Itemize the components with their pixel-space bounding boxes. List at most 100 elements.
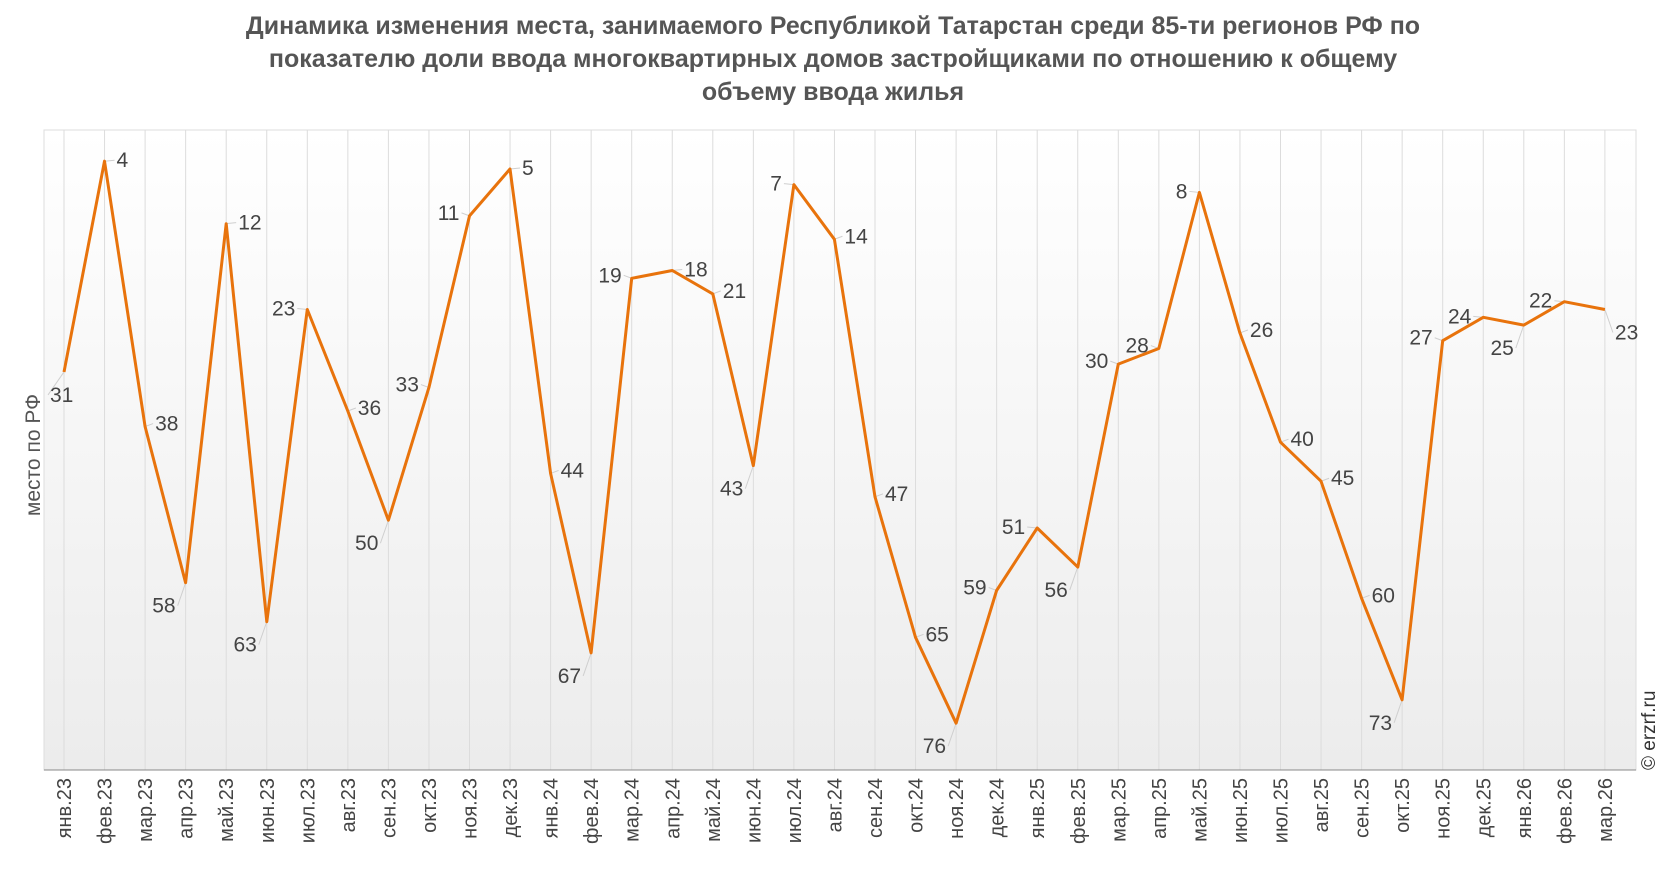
series-line <box>62 159 1606 725</box>
x-tick-label: фев.25 <box>1068 778 1090 844</box>
data-label: 21 <box>723 280 746 303</box>
x-tick-label: апр.25 <box>1149 778 1171 839</box>
label-leader <box>1515 324 1525 349</box>
title-line-2: показателю доли ввода многоквартирных до… <box>268 45 1398 73</box>
data-label: 56 <box>1044 579 1067 602</box>
x-tick-label: ноя.25 <box>1433 778 1455 839</box>
data-label: 7 <box>770 173 782 196</box>
data-label: 59 <box>963 577 986 600</box>
x-tick-label: май.25 <box>1189 778 1211 842</box>
x-tick-label: ноя.24 <box>946 778 968 839</box>
x-tick-labels: янв.23 фев.23 мар.23 апр.23 май.23 июн.23 июл.… <box>54 778 1617 844</box>
label-leader <box>258 621 268 645</box>
data-label: 40 <box>1291 428 1314 451</box>
data-label: 23 <box>272 298 295 321</box>
x-tick-label: авг.25 <box>1311 778 1333 832</box>
x-tick-label: май.24 <box>703 778 725 842</box>
x-tick-label: июл.25 <box>1271 778 1293 843</box>
label-leader <box>582 652 592 677</box>
data-label: 73 <box>1369 712 1392 735</box>
x-tick-label: июн.23 <box>257 778 279 843</box>
data-label: 65 <box>926 623 949 646</box>
data-label: 50 <box>355 532 378 555</box>
data-label: 38 <box>155 413 178 436</box>
x-tick-label: окт.23 <box>419 778 441 833</box>
data-label: 23 <box>1615 322 1638 345</box>
x-tick-label: мар.26 <box>1595 778 1617 842</box>
data-label: 8 <box>1176 180 1188 203</box>
label-leader <box>297 308 308 311</box>
data-label: 19 <box>598 264 621 287</box>
x-tick-label: май.23 <box>216 778 238 842</box>
data-label: 31 <box>50 384 73 407</box>
x-tick-label: мар.24 <box>622 778 644 842</box>
data-label: 51 <box>1002 516 1025 539</box>
x-tick-label: авг.24 <box>824 778 846 832</box>
x-tick-label: авг.23 <box>338 778 360 832</box>
data-label: 18 <box>684 259 707 282</box>
data-label: 12 <box>238 212 261 235</box>
x-tick-label: окт.25 <box>1392 778 1414 833</box>
label-leader <box>1189 190 1200 193</box>
copyright-text: © erzrf.ru <box>1639 691 1660 770</box>
x-tick-label: июл.24 <box>784 778 806 843</box>
data-label: 27 <box>1409 327 1432 350</box>
data-label: 76 <box>923 735 946 758</box>
label-leader <box>744 465 754 489</box>
data-label: 4 <box>117 149 129 172</box>
label-leader <box>379 520 389 544</box>
x-tick-label: сен.23 <box>378 778 400 838</box>
data-label: 14 <box>844 225 868 248</box>
x-tick-label: мар.25 <box>1108 778 1130 842</box>
label-leader <box>1393 699 1403 723</box>
label-leader <box>510 167 521 170</box>
label-leader <box>104 159 115 162</box>
title-line-3: объему ввода жилья <box>701 78 965 106</box>
x-tick-label: сен.24 <box>865 778 887 838</box>
data-label: 11 <box>438 202 460 225</box>
x-tick-label: ноя.23 <box>460 778 482 839</box>
data-label: 67 <box>558 665 581 688</box>
grid-lines <box>63 130 1606 770</box>
x-tick-label: июн.24 <box>743 778 765 843</box>
data-label: 24 <box>1448 305 1472 328</box>
data-label: 60 <box>1372 584 1395 607</box>
data-label: 58 <box>152 595 175 618</box>
x-tick-label: дек.24 <box>987 778 1009 837</box>
label-leader <box>1069 566 1079 591</box>
x-tick-label: окт.24 <box>906 778 928 833</box>
plot-background <box>43 129 1637 771</box>
x-tick-label: фев.24 <box>581 778 603 844</box>
data-label: 45 <box>1331 467 1354 490</box>
data-label: 44 <box>561 459 585 482</box>
x-tick-label: дек.23 <box>500 778 522 837</box>
data-label: 22 <box>1529 290 1552 313</box>
chart-title: Динамика изменения места, занимаемого Ре… <box>100 10 1566 109</box>
x-tick-label: фев.26 <box>1554 778 1576 844</box>
data-labels: 31 4 38 58 12 63 23 36 50 33 11 5 44 67 19 18 21 43 7 14 47 6… <box>50 149 1638 758</box>
data-label: 47 <box>885 483 908 506</box>
data-label: 30 <box>1085 350 1108 373</box>
label-leader <box>947 723 957 747</box>
x-tick-label: дек.25 <box>1473 778 1495 837</box>
label-leader <box>783 183 794 186</box>
x-tick-label: июн.25 <box>1230 778 1252 843</box>
x-tick-label: янв.23 <box>54 778 76 838</box>
data-label: 26 <box>1250 319 1273 342</box>
data-label: 36 <box>358 397 381 420</box>
x-tick-label: сен.25 <box>1352 778 1374 838</box>
x-tick-label: апр.24 <box>662 778 684 839</box>
label-leader <box>226 222 237 225</box>
label-leader <box>47 371 65 396</box>
label-leader <box>177 582 187 606</box>
x-tick-label: янв.24 <box>541 778 563 838</box>
label-leader <box>1604 309 1614 333</box>
data-label: 43 <box>720 478 743 501</box>
x-tick-label: янв.26 <box>1514 778 1536 838</box>
data-label: 28 <box>1125 335 1148 358</box>
title-line-1: Динамика изменения места, занимаемого Ре… <box>245 12 1421 40</box>
x-tick-label: янв.25 <box>1027 778 1049 838</box>
data-label: 25 <box>1490 337 1513 360</box>
x-tick-label: мар.23 <box>135 778 157 842</box>
